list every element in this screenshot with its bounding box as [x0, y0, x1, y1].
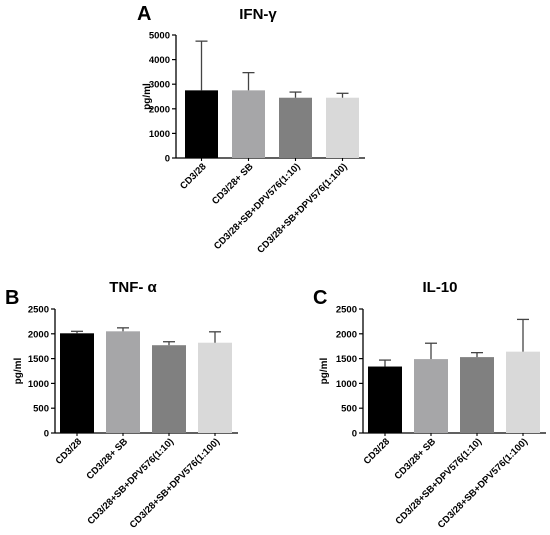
- panel-c-title: IL-10: [422, 279, 457, 296]
- panel-c-y-tick-label: 0: [352, 429, 357, 440]
- panel-b-x-tick-label: CD3/28: [54, 436, 85, 467]
- panel-c-letter: C: [313, 287, 327, 309]
- panel-b-y-tick-label: 500: [33, 404, 49, 415]
- panel-c-y-tick-label: 2000: [336, 329, 357, 340]
- panel-c-y-tick-label: 1500: [336, 354, 357, 365]
- panel-b-title: TNF- α: [109, 279, 157, 296]
- panel-c-y-tick-label: 2500: [336, 305, 357, 316]
- panel-c-x-tick-label: CD3/28: [362, 436, 393, 467]
- panel-c-bar: [506, 351, 540, 433]
- panel-b-x-tick-label: CD3/28+SB+DPV576(1:100): [128, 436, 222, 530]
- panel-b-bar: [60, 333, 94, 433]
- panel-a-y-tick-label: 5000: [149, 31, 170, 42]
- panel-a-ylabel: pg/ml: [142, 83, 153, 110]
- panel-a-bar: [185, 90, 218, 158]
- panel-b-y-tick-label: 0: [44, 429, 49, 440]
- panel-b-y-tick-label: 1500: [28, 354, 49, 365]
- panel-b-bar: [106, 331, 140, 433]
- panel-c-x-tick-label: CD3/28+SB+DPV576(1:100): [436, 436, 530, 530]
- panel-b-y-tick-label: 2000: [28, 329, 49, 340]
- panel-c-ylabel: pg/ml: [319, 357, 330, 384]
- panel-a-y-tick-label: 0: [165, 154, 170, 165]
- panel-a-x-tick-label: CD3/28: [178, 161, 209, 192]
- panel-c-x-tick-label: CD3/28+ SB: [392, 436, 438, 482]
- panel-a-y-tick-label: 1000: [149, 129, 170, 140]
- panel-c-bar: [460, 357, 494, 433]
- panel-a-bar: [232, 90, 265, 158]
- panel-a-bar: [326, 97, 359, 158]
- panel-c-y-tick-label: 500: [341, 404, 357, 415]
- panel-b-x-tick-label: CD3/28+ SB: [84, 436, 130, 482]
- panel-a-y-tick-label: 4000: [149, 55, 170, 66]
- panel-c-bar: [368, 366, 402, 433]
- panel-b-x-tick-label: CD3/28+SB+DPV576(1:10): [85, 436, 176, 527]
- panel-a-bar: [279, 97, 312, 158]
- panel-b-bar: [152, 345, 186, 433]
- panel-b-y-tick-label: 2500: [28, 305, 49, 316]
- panel-a-letter: A: [137, 3, 151, 25]
- panel-b-ylabel: pg/ml: [13, 357, 24, 384]
- panel-c-y-tick-label: 1000: [336, 379, 357, 390]
- panel-c-bar: [414, 359, 448, 433]
- panel-a-y-tick-label: 2000: [149, 104, 170, 115]
- panel-c-x-tick-label: CD3/28+SB+DPV576(1:10): [393, 436, 484, 527]
- panel-a-x-tick-label: CD3/28+SB+DPV576(1:100): [255, 161, 349, 255]
- panel-b-letter: B: [5, 287, 19, 309]
- panel-a-x-tick-label: CD3/28+SB+DPV576(1:10): [212, 161, 303, 252]
- panel-a-x-tick-label: CD3/28+ SB: [210, 161, 256, 207]
- panel-a-y-tick-label: 3000: [149, 80, 170, 91]
- panel-b-y-tick-label: 1000: [28, 379, 49, 390]
- panel-b-bar: [198, 342, 232, 433]
- panel-a-title: IFN-γ: [239, 6, 277, 23]
